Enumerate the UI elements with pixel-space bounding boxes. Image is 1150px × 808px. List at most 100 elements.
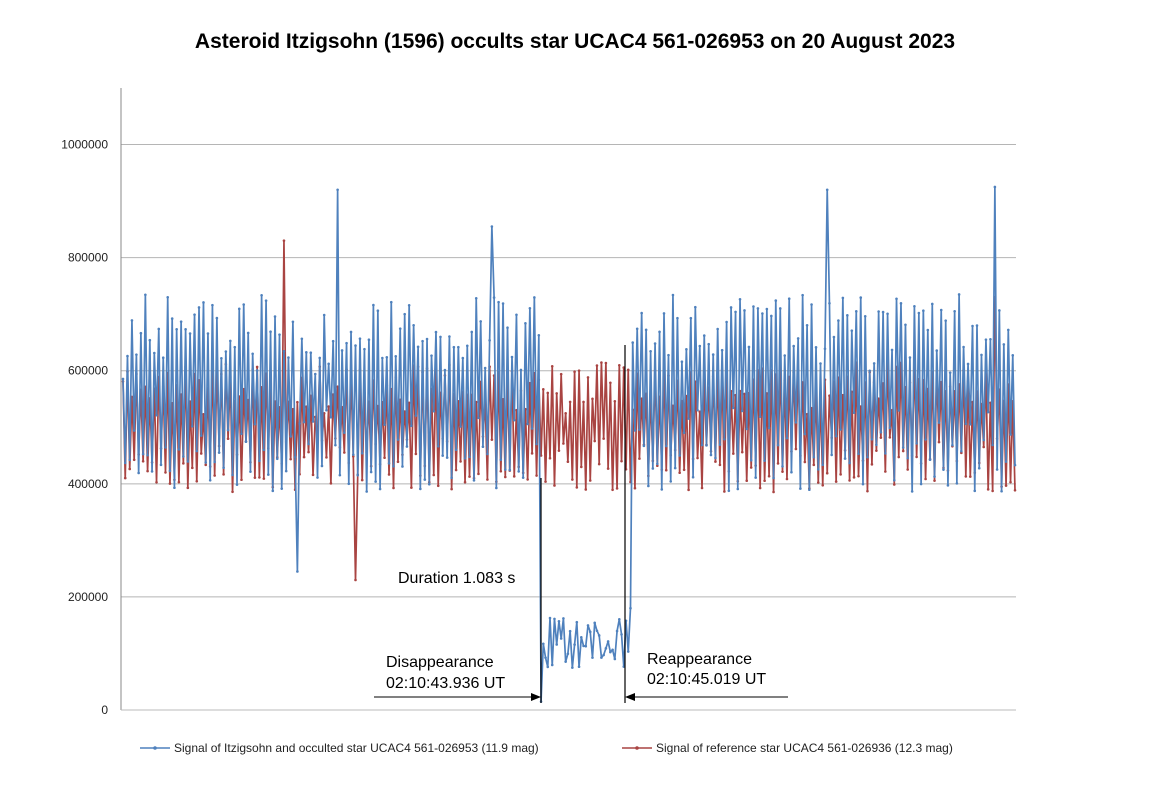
data-point	[930, 302, 934, 306]
data-point	[242, 303, 246, 306]
data-point	[130, 319, 134, 322]
data-point	[521, 476, 525, 479]
data-point	[278, 333, 281, 336]
data-point	[991, 443, 994, 447]
data-point	[729, 306, 733, 309]
data-point	[740, 450, 744, 454]
data-point	[255, 365, 259, 369]
data-point	[633, 429, 637, 432]
data-point	[638, 457, 641, 460]
data-point	[848, 461, 851, 465]
data-point	[696, 408, 699, 412]
data-point	[526, 478, 529, 481]
data-point	[888, 436, 892, 439]
legend-label-reference: Signal of reference star UCAC4 561-02693…	[656, 741, 953, 755]
data-point	[577, 665, 581, 669]
data-point	[477, 472, 480, 476]
data-point	[626, 368, 630, 372]
data-point	[387, 473, 391, 476]
data-point	[812, 455, 816, 459]
data-point	[177, 448, 181, 451]
data-point	[890, 348, 894, 352]
data-point	[139, 331, 143, 335]
data-point	[492, 296, 496, 299]
data-point	[667, 353, 670, 357]
data-point	[410, 486, 413, 489]
data-point	[700, 443, 704, 447]
data-point	[282, 349, 286, 353]
series-line-target	[122, 186, 1016, 703]
data-point	[859, 296, 863, 299]
data-point	[356, 473, 360, 477]
data-point	[631, 341, 635, 344]
data-point	[546, 665, 550, 669]
data-point	[968, 422, 972, 426]
data-point	[580, 635, 583, 639]
data-point	[649, 349, 652, 353]
data-point	[503, 468, 507, 471]
data-point	[770, 314, 773, 318]
data-point	[150, 470, 154, 473]
data-point	[495, 486, 498, 490]
data-point	[951, 443, 954, 447]
data-point	[828, 301, 831, 305]
data-point	[537, 333, 541, 337]
data-point	[743, 392, 746, 396]
data-point	[177, 480, 181, 484]
data-point	[376, 309, 380, 313]
data-point	[322, 313, 326, 317]
data-point	[629, 606, 632, 610]
data-point	[676, 316, 679, 320]
data-point	[866, 455, 869, 459]
data-point	[787, 297, 791, 301]
data-point	[260, 294, 263, 297]
data-point	[457, 345, 460, 349]
data-point	[235, 483, 239, 486]
data-point	[501, 302, 505, 305]
data-point	[407, 304, 411, 307]
data-point	[452, 345, 456, 349]
duration-label: Duration 1.083 s	[398, 570, 515, 587]
data-point	[658, 330, 661, 334]
data-point	[986, 410, 990, 414]
data-point	[783, 354, 787, 357]
data-point	[850, 329, 854, 332]
data-point	[360, 451, 364, 455]
data-point	[463, 480, 467, 484]
data-point	[901, 449, 905, 453]
data-point	[640, 311, 643, 315]
data-point	[933, 475, 936, 478]
data-point	[922, 309, 925, 313]
data-point	[385, 355, 389, 359]
data-point	[973, 489, 977, 493]
data-point	[669, 480, 673, 483]
data-point	[517, 470, 520, 473]
y-tick-label: 0	[101, 703, 108, 717]
data-point	[253, 422, 257, 426]
data-point	[233, 345, 237, 349]
data-point	[307, 450, 310, 454]
data-point	[843, 457, 847, 460]
data-point	[886, 312, 889, 316]
data-point	[758, 415, 762, 418]
data-point	[141, 452, 145, 456]
data-point	[884, 470, 887, 473]
data-point	[421, 339, 424, 343]
data-point	[202, 301, 205, 304]
data-point	[586, 376, 590, 379]
data-point	[584, 644, 588, 648]
data-point	[1013, 463, 1017, 467]
data-point	[767, 474, 771, 478]
data-point	[866, 489, 869, 493]
data-point	[600, 656, 603, 659]
data-point	[857, 452, 860, 456]
data-point	[825, 471, 829, 475]
data-point	[689, 316, 693, 320]
data-point	[459, 460, 462, 463]
data-point	[432, 409, 436, 413]
data-point	[237, 307, 241, 311]
data-point	[170, 317, 174, 320]
data-point	[564, 660, 567, 663]
data-point	[606, 467, 610, 470]
data-point	[868, 369, 871, 373]
